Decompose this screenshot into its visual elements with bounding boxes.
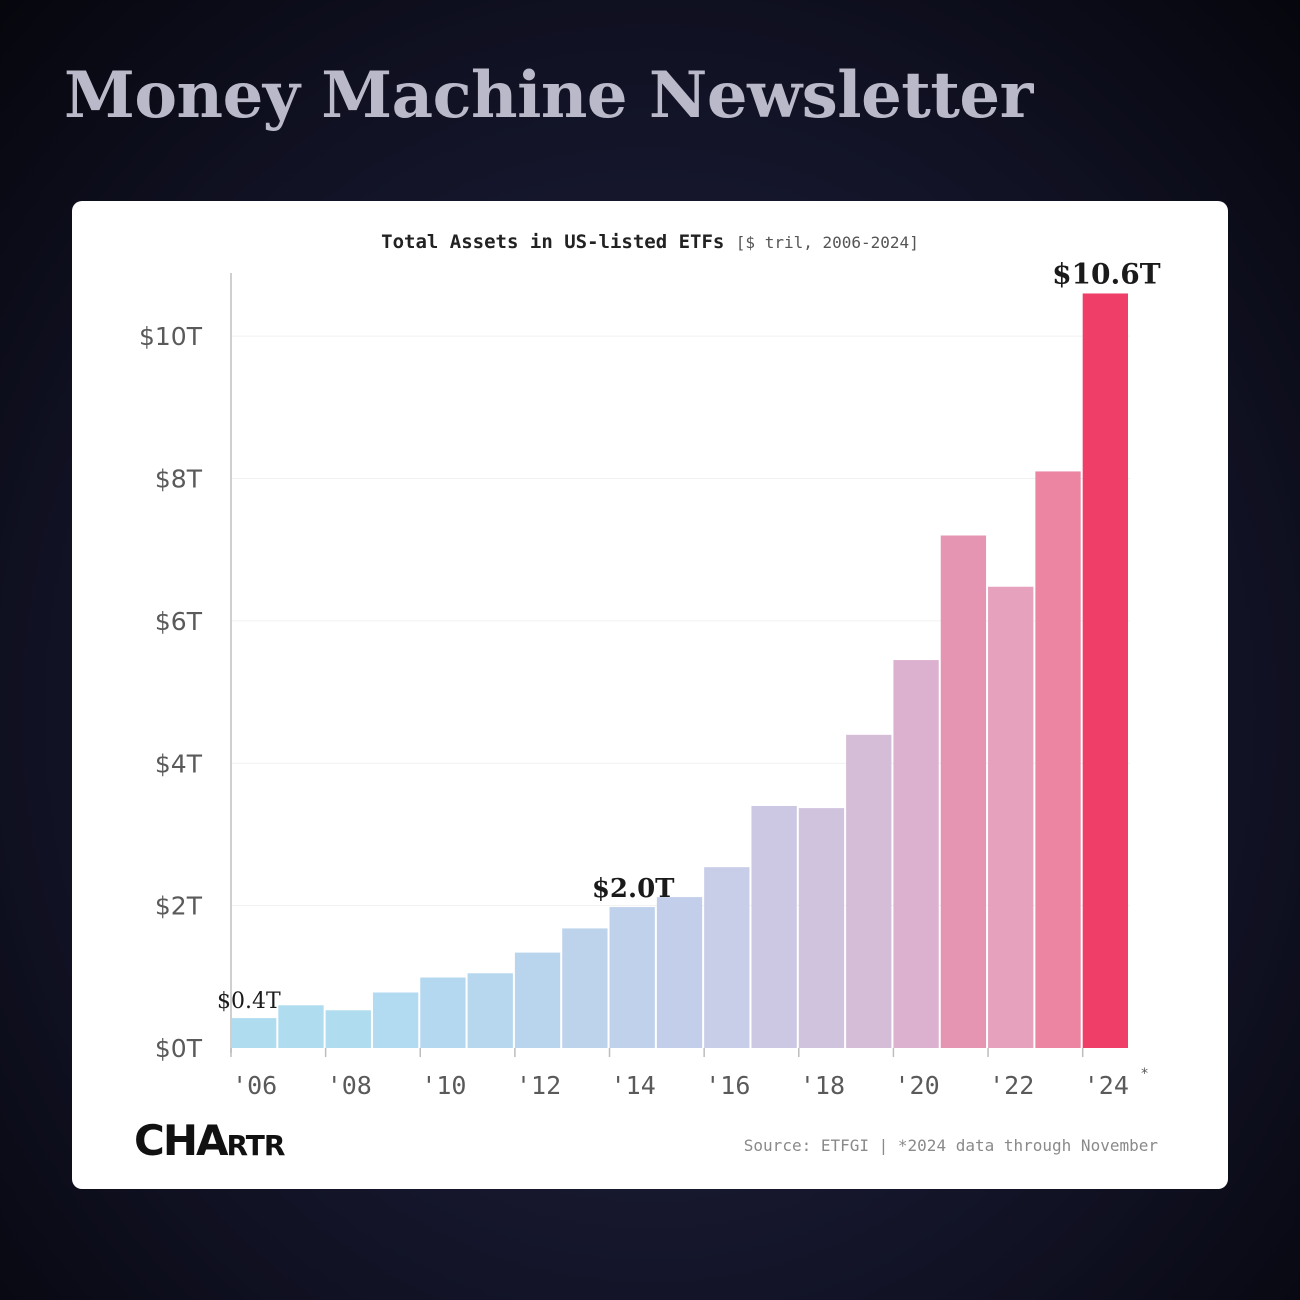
x-tick-label: '20 — [895, 1071, 940, 1100]
source-footnote: Source: ETFGI | *2024 data through Novem… — [743, 1136, 1158, 1155]
chart-title: Total Assets in US-listed ETFs [$ tril, … — [72, 231, 1228, 253]
x-tick-label: '06 — [232, 1071, 277, 1100]
bar-2018 — [798, 808, 845, 1048]
x-tick-label: '22 — [989, 1071, 1034, 1100]
x-tick-label: '14 — [611, 1071, 656, 1100]
bar-2011 — [467, 973, 513, 1048]
bar-2010 — [420, 977, 466, 1048]
bar-2019 — [846, 734, 892, 1048]
y-tick-label: $6T — [155, 607, 203, 636]
chart-title-subtitle: [$ tril, 2006-2024] — [735, 233, 919, 252]
chartr-logo: CHARTR — [134, 1116, 285, 1165]
bar-2008 — [325, 1010, 371, 1048]
x-tick-label: '16 — [705, 1071, 750, 1100]
bar-2015 — [656, 897, 703, 1048]
logo-text-large: CHA — [134, 1116, 228, 1165]
bar-2009 — [372, 992, 419, 1048]
chart-card: Total Assets in US-listed ETFs [$ tril, … — [72, 201, 1228, 1189]
y-tick-label: $10T — [139, 322, 203, 351]
bar-2017 — [751, 805, 797, 1048]
bar-2013 — [562, 928, 608, 1048]
bar-2022 — [988, 586, 1034, 1048]
data-label-2006: $0.4T — [217, 989, 281, 1014]
chart-title-main: Total Assets in US-listed ETFs — [381, 231, 725, 253]
x-tick-label: '18 — [800, 1071, 845, 1100]
x-tick-label: '12 — [516, 1071, 561, 1100]
x-tick-label: '10 — [421, 1071, 466, 1100]
x-tick-label: '08 — [327, 1071, 372, 1100]
bar-2007 — [278, 1005, 324, 1048]
y-tick-label: $8T — [155, 465, 203, 494]
bar-2020 — [893, 660, 939, 1048]
data-label-2014: $2.0T — [592, 874, 675, 904]
newsletter-title: Money Machine Newsletter — [64, 58, 1033, 133]
bar-2024 — [1082, 293, 1128, 1048]
bar-chart: $0T $2T $4T $6T $8T $10T '06 '08 '10 '12 '14 '16 '18… — [139, 257, 1161, 1100]
logo-text-small: RTR — [226, 1129, 285, 1162]
data-label-2024: $10.6T — [1052, 257, 1161, 290]
x-tick-label: '24 — [1084, 1071, 1129, 1100]
y-tick-label: $4T — [155, 749, 203, 778]
x-tick-footnote-mark: * — [1140, 1066, 1148, 1082]
y-tick-label: $0T — [155, 1034, 203, 1063]
bar-2016 — [704, 867, 750, 1048]
bar-2014 — [609, 907, 655, 1048]
bar-2006 — [231, 1018, 277, 1048]
bar-2021 — [940, 535, 987, 1048]
bar-2012 — [514, 952, 561, 1048]
bar-2023 — [1035, 471, 1081, 1049]
y-tick-label: $2T — [155, 892, 203, 921]
